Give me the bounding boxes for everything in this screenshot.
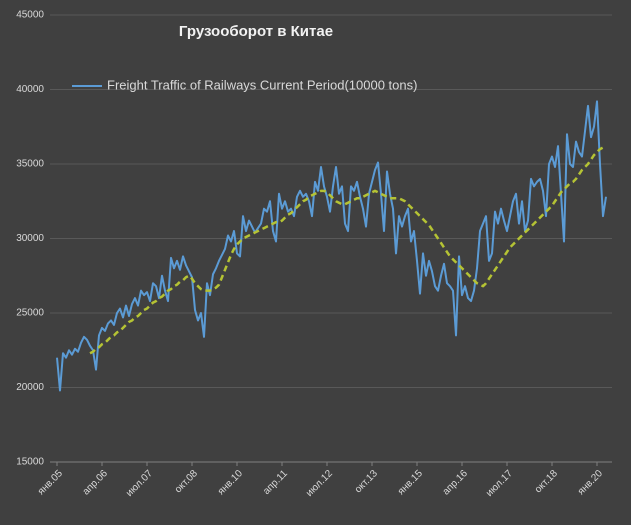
y-tick-label: 20000	[16, 382, 44, 393]
series-line	[89, 145, 607, 355]
y-tick-label: 15000	[16, 457, 44, 468]
y-tick-label: 35000	[16, 159, 44, 170]
series-line	[56, 100, 607, 392]
y-tick-label: 30000	[16, 233, 44, 244]
chart-title: Грузооборот в Китае	[179, 23, 333, 40]
y-tick-label: 40000	[16, 84, 44, 95]
y-tick-label: 25000	[16, 308, 44, 319]
y-tick-label: 45000	[16, 10, 44, 21]
legend-label: Freight Traffic of Railways Current Peri…	[107, 77, 417, 92]
